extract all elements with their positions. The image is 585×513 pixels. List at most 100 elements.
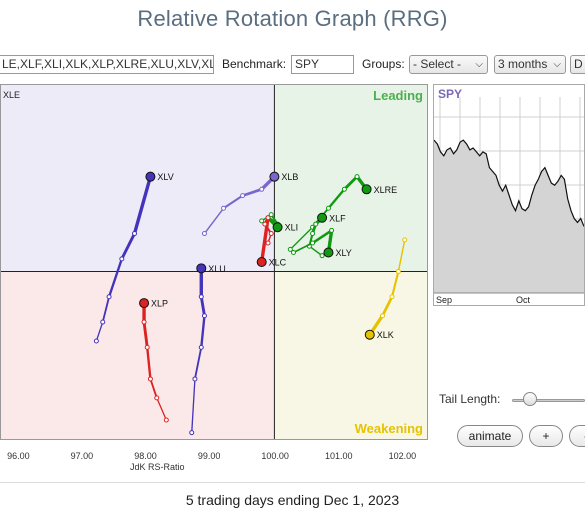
series-label-xlp: XLP <box>151 299 168 309</box>
frequency-select[interactable]: D <box>570 55 585 74</box>
chevron-down-icon: ⌵ <box>553 59 561 70</box>
tail-point-xlc <box>265 215 271 221</box>
toolbar: LE,XLF,XLI,XLK,XLP,XLRE,XLU,XLV,XLY Benc… <box>0 52 585 78</box>
tail-point-xlk <box>389 294 395 300</box>
tail-point-xly <box>329 227 335 233</box>
benchmark-chart-frame: SPY Sep Oct <box>433 84 585 306</box>
tail-segment-xlk <box>381 295 394 318</box>
tail-segment-xlu <box>191 378 196 434</box>
series-label-xlre: XLRE <box>374 185 398 195</box>
head-marker-xli[interactable] <box>272 222 283 233</box>
tail-segment-xlb <box>222 194 244 210</box>
series-label-xlf: XLF <box>329 213 346 223</box>
benchmark-input[interactable]: SPY <box>291 55 354 74</box>
x-tick-label: 98.00 <box>134 451 157 461</box>
chevron-down-icon: ⌵ <box>475 59 483 70</box>
tail-point-xlu <box>192 376 198 382</box>
tail-point-xlp <box>141 319 147 325</box>
x-tick-label: 99.00 <box>197 451 221 461</box>
head-marker-xlc[interactable] <box>256 257 267 267</box>
tail-point-xlv <box>100 319 106 325</box>
quadrant-lagging <box>1 271 275 439</box>
series-label-xli: XLI <box>285 223 299 233</box>
tail-segment-xlp <box>149 378 158 399</box>
head-marker-xlre[interactable] <box>361 184 372 195</box>
benchmark-line <box>433 139 585 227</box>
quadrant-label-weakening: Weakening <box>355 421 423 436</box>
tail-point-xlk <box>402 237 408 243</box>
groups-select[interactable]: - Select - ⌵ <box>409 55 488 74</box>
series-label-xle: XLE <box>3 90 20 100</box>
head-marker-xlv[interactable] <box>145 171 156 182</box>
tail-point-xlk <box>379 313 385 319</box>
tail-point-xlb <box>201 231 207 237</box>
benchmark-chart: SPY Sep Oct <box>433 87 585 305</box>
benchmark-title: SPY <box>438 87 462 101</box>
head-marker-xlu[interactable] <box>196 263 207 274</box>
zoom-out-button[interactable]: - <box>569 425 585 447</box>
tail-segment-xlv <box>132 174 153 236</box>
groups-label: Groups: <box>362 57 405 71</box>
x-tick-label: 97.00 <box>70 451 94 461</box>
tail-segment-xlu <box>200 314 206 349</box>
tail-segment-xlv <box>120 232 136 261</box>
head-marker-xlb[interactable] <box>269 171 280 182</box>
head-marker-xly[interactable] <box>323 247 334 258</box>
tail-point-xlf <box>319 253 325 259</box>
tail-point-xlf <box>310 231 316 237</box>
tail-point-xlu <box>198 344 204 350</box>
tail-point-xlc <box>262 221 268 227</box>
period-select[interactable]: 3 months ⌵ <box>494 55 566 74</box>
tail-segment-xlp <box>146 346 152 381</box>
tail-length-label: Tail Length: <box>439 392 501 406</box>
head-marker-xlk[interactable] <box>364 329 375 340</box>
tail-point-xlre <box>325 205 331 211</box>
tail-segment-xly <box>292 242 314 254</box>
tail-point-xly <box>290 250 296 256</box>
x-tick-label: 100.00 <box>261 451 289 461</box>
head-marker-xlf[interactable] <box>317 212 328 223</box>
animate-button[interactable]: animate <box>457 425 523 447</box>
tail-length-slider-handle[interactable] <box>523 392 538 406</box>
tail-point-xlc <box>268 231 274 237</box>
tail-segment-xlp <box>156 397 167 421</box>
tail-point-xlv <box>132 231 138 237</box>
divider <box>0 482 585 483</box>
tail-point-xlu <box>201 313 207 319</box>
tail-point-xlk <box>395 268 401 274</box>
tail-segment-xlf <box>308 245 323 257</box>
tail-segment-xlp <box>142 320 149 349</box>
tail-segment-xlu <box>194 346 203 380</box>
tail-segment-xly <box>311 229 333 245</box>
benchmark-x-tick-label: Sep <box>436 295 452 305</box>
series-label-xlu: XLU <box>208 264 226 274</box>
tail-point-xlb <box>259 186 265 192</box>
x-tick-label: 96.00 <box>7 451 30 461</box>
series-label-xlv: XLV <box>157 172 173 182</box>
tail-point-xlv <box>106 294 112 300</box>
tail-segment-xlk <box>397 239 406 273</box>
tail-point-xlp <box>144 344 150 350</box>
tail-segment-xlu <box>199 295 206 318</box>
tail-point-xli <box>259 218 265 224</box>
tail-point-xlre <box>354 174 360 180</box>
tail-segment-xlv <box>101 295 111 323</box>
x-tick-label: 101.00 <box>324 451 353 461</box>
tail-point-xlp <box>154 395 160 401</box>
quadrant-improving <box>1 85 275 272</box>
head-marker-xlp[interactable] <box>139 298 150 309</box>
series-label-xly: XLY <box>335 248 351 258</box>
tail-segment-xlb <box>241 187 264 197</box>
rrg-chart-frame: Leading Weakening XLE XLV XLB XLRE XLF XLI XLY XL… <box>0 84 428 440</box>
rrg-chart: Leading Weakening XLE XLV XLB XLRE XLF XLI XLY XL… <box>1 85 427 439</box>
benchmark-x-tick-label: Oct <box>516 295 531 305</box>
tail-segment-xlv <box>107 257 123 298</box>
tail-point-xly <box>310 240 316 246</box>
tail-point-xlu <box>198 294 204 300</box>
zoom-in-button[interactable]: + <box>529 425 563 447</box>
symbols-input[interactable]: LE,XLF,XLI,XLK,XLP,XLRE,XLU,XLV,XLY <box>0 55 214 74</box>
tail-point-xli <box>268 212 274 218</box>
period-select-value: 3 months <box>498 57 548 71</box>
x-tick-label: 102.00 <box>388 451 417 461</box>
page-title: Relative Rotation Graph (RRG) <box>137 6 448 31</box>
